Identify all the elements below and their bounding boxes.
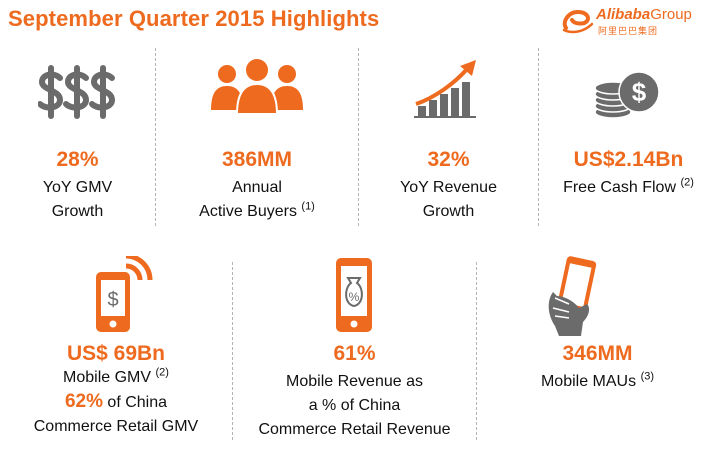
divider — [232, 262, 233, 440]
highlight-mobile-maus: 346MM Mobile MAUs (3) — [477, 256, 718, 460]
growth-chart-icon — [414, 60, 476, 118]
footnote: (1) — [301, 200, 315, 213]
active-buyers-label: Annual Active Buyers (1) — [156, 176, 358, 224]
highlight-revenue-growth: 32% YoY Revenue Growth — [359, 50, 538, 230]
label-line: Commerce Retail GMV — [33, 418, 199, 435]
label-line: a % of China — [308, 397, 401, 414]
china-share-value: 62% — [64, 391, 103, 412]
label-line: YoY GMV — [42, 179, 113, 196]
revenue-growth-value: 32% — [427, 148, 470, 171]
footnote: (2) — [680, 176, 694, 189]
label-line: Growth — [422, 203, 475, 220]
highlight-gmv-growth: 28% YoY GMV Growth — [0, 50, 155, 230]
gmv-growth-label: YoY GMV Growth — [0, 176, 155, 224]
svg-text:$: $ — [107, 289, 118, 311]
label-line: Active Buyers — [199, 203, 297, 220]
label-line: Growth — [51, 203, 104, 220]
hand-phone-icon — [548, 256, 597, 336]
revenue-growth-label: YoY Revenue Growth — [359, 176, 538, 224]
mobile-revenue-label: Mobile Revenue as a % of China Commerce … — [233, 370, 476, 442]
divider — [155, 48, 156, 226]
coin-stack-icon: $ — [594, 71, 660, 119]
alibaba-group-logo: AlibabaGroup 阿里巴巴集团 — [560, 6, 710, 37]
divider — [476, 262, 477, 440]
free-cash-flow-label: Free Cash Flow (2) — [539, 176, 718, 200]
svg-text:$: $ — [632, 77, 647, 107]
footnote: (2) — [155, 366, 169, 379]
logo-group: Group — [650, 6, 692, 23]
china-share-text: of China — [102, 394, 168, 411]
label-line: Mobile GMV — [63, 369, 152, 386]
svg-text:%: % — [349, 290, 360, 304]
label-line: Free Cash Flow — [563, 179, 676, 196]
mobile-gmv-value: US$ 69Bn — [66, 342, 166, 365]
label-line: Mobile Revenue as — [286, 373, 423, 390]
label-line: Commerce Retail Revenue — [258, 421, 451, 438]
logo-chinese: 阿里巴巴集团 — [598, 27, 659, 37]
label-line: Mobile MAUs — [540, 373, 637, 390]
mobile-payment-icon: $ — [96, 256, 153, 332]
free-cash-flow-value: US$2.14Bn — [573, 148, 684, 171]
highlight-mobile-revenue: % 61% Mobile Revenue as a % of China Com… — [233, 256, 476, 460]
gmv-growth-value: 28% — [56, 148, 99, 171]
highlight-mobile-gmv: $ US$ 69Bn Mobile GMV (2) 62% of China C… — [0, 256, 232, 460]
mobile-maus-value: 346MM — [562, 342, 633, 365]
highlight-active-buyers: 386MM Annual Active Buyers (1) — [156, 50, 358, 230]
page-title: September Quarter 2015 Highlights — [8, 6, 380, 31]
active-buyers-value: 386MM — [221, 148, 293, 171]
label-line: YoY Revenue — [400, 179, 497, 196]
divider — [538, 48, 539, 226]
divider — [358, 48, 359, 226]
label-line: Annual — [232, 179, 282, 196]
people-group-icon — [211, 59, 303, 115]
logo-wordmark: AlibabaGroup — [596, 6, 692, 23]
mobile-maus-label: Mobile MAUs (3) — [477, 370, 718, 394]
dollar-signs-icon — [38, 65, 116, 119]
logo-word: Alibaba — [596, 6, 651, 23]
alibaba-logo-mark-icon — [562, 9, 594, 34]
footnote: (3) — [640, 370, 655, 383]
mobile-percent-icon: % — [336, 258, 372, 332]
mobile-gmv-label: Mobile GMV (2) 62% of China Commerce Ret… — [0, 366, 232, 439]
highlight-free-cash-flow: $ US$2.14Bn Free Cash Flow (2) — [539, 50, 718, 230]
mobile-revenue-value: 61% — [333, 342, 376, 365]
